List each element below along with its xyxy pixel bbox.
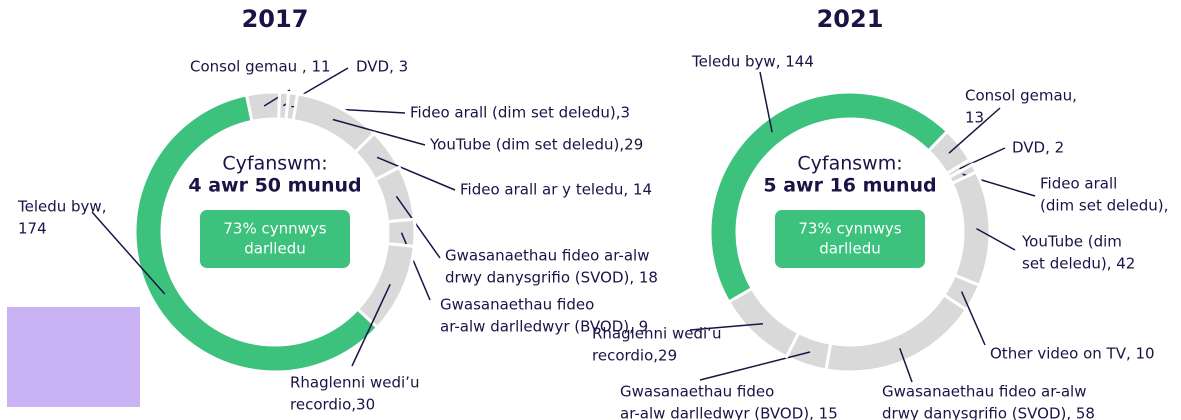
segment-label: Fideo arall (1040, 175, 1117, 193)
segment-label: Gwasanaethau fideo (620, 383, 774, 401)
leader-line (689, 323, 764, 331)
segment-label: Other video on TV, 10 (990, 345, 1155, 363)
segment-label: Fideo arall (dim set deledu),3 (410, 104, 630, 122)
segment-label: Teledu byw, 144 (691, 53, 814, 71)
leader-line (759, 71, 773, 133)
chart-title: 2017 (242, 5, 309, 33)
donut-segment (708, 90, 950, 305)
segment-label: Gwasanaethau fideo (440, 296, 594, 314)
leader-line (376, 156, 456, 191)
note-text: darlledu (244, 240, 305, 258)
segment-label: (dim set deledu), (1040, 197, 1168, 215)
leader-line (948, 107, 1001, 154)
segment-label: Fideo arall ar y teledu, 14 (460, 181, 652, 199)
note-box (200, 210, 350, 268)
leader-line (332, 118, 426, 146)
segment-label: Rhaglenni wedi’u (290, 374, 419, 392)
total-label: Cyfanswm: (797, 153, 902, 175)
segment-label: Rhaglenni wedi’u (592, 325, 721, 343)
note-text: 73% cynnwys (798, 220, 901, 238)
donut-segment (385, 217, 417, 249)
segment-label: Consol gemau, (965, 87, 1077, 105)
note-text: darlledu (819, 240, 880, 258)
segment-label: recordio,30 (290, 396, 375, 414)
donut-segment (824, 292, 969, 374)
segment-label: drwy danysgrifio (SVOD), 58 (882, 405, 1095, 420)
donut-segment (950, 169, 992, 288)
segment-label: set deledu), 42 (1022, 255, 1135, 273)
leader-line (899, 348, 913, 383)
leader-line (699, 351, 811, 381)
leader-line (959, 147, 1006, 170)
segment-label: YouTube (dim (1021, 233, 1122, 251)
note-box (775, 210, 925, 268)
donut-segment (355, 241, 416, 330)
leader-line (395, 195, 441, 259)
leader-line (960, 291, 986, 346)
segment-label: ar-alw darlledwyr (BVOD), 9 (440, 318, 648, 336)
total-value: 5 awr 16 munud (763, 175, 936, 197)
segment-label: Gwasanaethau fideo ar-alw (445, 247, 649, 265)
total-value: 4 awr 50 munud (188, 175, 361, 197)
segment-label: recordio,29 (592, 347, 677, 365)
segment-label: Consol gemau , 11 (190, 58, 331, 76)
segment-label: YouTube (dim set deledu),29 (429, 136, 643, 154)
chart-title: 2021 (817, 5, 884, 33)
segment-label: ar-alw darlledwyr (BVOD), 15 (620, 405, 838, 420)
donut-segment (244, 90, 282, 124)
segment-label: Gwasanaethau fideo ar-alw (882, 383, 1086, 401)
donut-segment (133, 93, 380, 374)
segment-label: drwy danysgrifio (SVOD), 18 (445, 269, 658, 287)
note-text: 73% cynnwys (223, 220, 326, 238)
leader-line (351, 284, 391, 367)
leader-line (976, 227, 1016, 251)
segment-label: DVD, 3 (356, 58, 408, 76)
segment-label: 174 (18, 220, 47, 238)
donut-segment (726, 286, 801, 359)
segment-label: DVD, 2 (1012, 139, 1064, 157)
segment-label: 13 (965, 109, 984, 127)
leader-line (400, 232, 431, 301)
decor-square (7, 307, 140, 407)
segment-label: Teledu byw, (17, 198, 106, 216)
total-label: Cyfanswm: (222, 153, 327, 175)
leader-line (91, 211, 166, 295)
